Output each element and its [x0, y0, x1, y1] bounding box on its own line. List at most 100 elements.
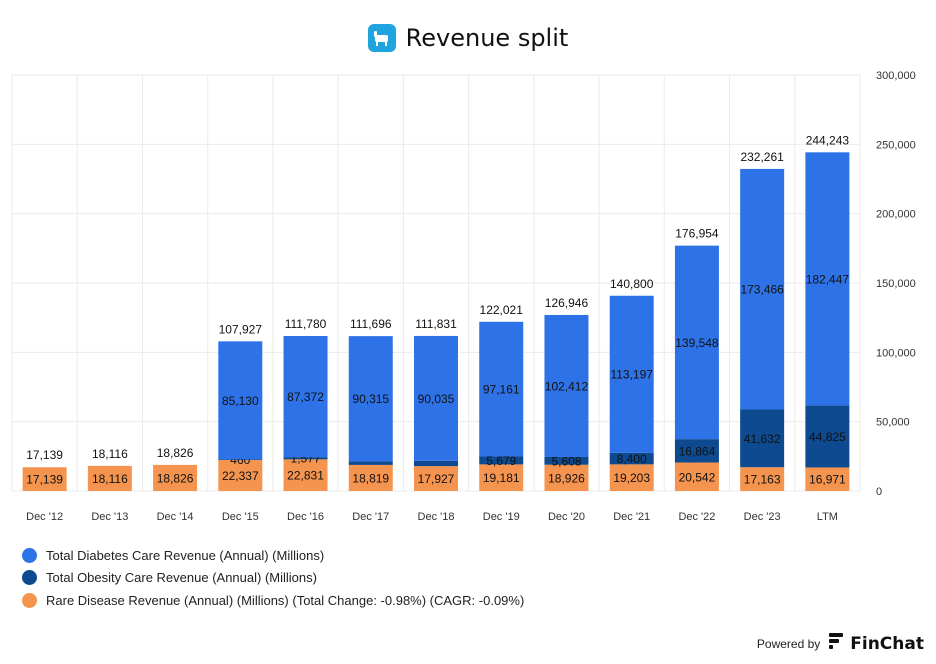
legend-label-rare: Rare Disease Revenue (Annual) (Millions)… — [46, 592, 525, 608]
bar-rare — [22, 467, 67, 491]
y-tick-label: 300,000 — [876, 70, 916, 82]
total-label: 18,826 — [157, 446, 194, 460]
bar-rare — [544, 464, 589, 491]
bar-diabetes — [348, 336, 393, 462]
bar-rare — [348, 464, 393, 491]
bar-diabetes — [414, 335, 458, 461]
bar-rare — [479, 464, 524, 491]
finchat-logo-icon — [828, 632, 844, 655]
total-label: 111,696 — [350, 317, 392, 331]
y-tick-label: 250,000 — [876, 139, 916, 151]
y-tick-label: 200,000 — [876, 209, 916, 221]
data-label-obesity: 44,825 — [809, 430, 846, 444]
footer-branding: Powered by FinChat — [757, 632, 924, 655]
data-label-diabetes: 90,315 — [352, 392, 389, 406]
bar-rare — [414, 466, 458, 491]
bar-diabetes — [805, 152, 850, 406]
bar-diabetes — [283, 335, 328, 458]
x-tick-label: Dec '16 — [287, 511, 324, 523]
bar-obesity — [805, 405, 850, 468]
x-tick-label: Dec '12 — [26, 511, 63, 523]
bar-obesity — [218, 459, 263, 461]
data-label-diabetes: 113,197 — [610, 368, 653, 382]
data-label-diabetes: 182,447 — [806, 272, 850, 286]
bar-obesity — [348, 461, 393, 465]
powered-by-text: Powered by — [756, 636, 821, 651]
data-label-diabetes: 173,466 — [740, 283, 784, 297]
bar-rare — [87, 465, 132, 491]
bar-diabetes — [544, 314, 589, 457]
legend-dot-diabetes — [22, 547, 37, 563]
legend-label-obesity: Total Obesity Care Revenue (Annual) (Mil… — [46, 570, 317, 586]
bar-obesity — [283, 457, 328, 460]
data-label-rare: 22,831 — [287, 469, 324, 483]
bar-rare — [218, 460, 263, 491]
total-label: 18,116 — [92, 447, 128, 461]
data-label-rare: 22,337 — [222, 469, 259, 483]
bar-diabetes — [479, 321, 524, 457]
data-label-rare: 18,826 — [157, 471, 194, 485]
legend-label-diabetes: Total Diabetes Care Revenue (Annual) (Mi… — [46, 547, 325, 563]
data-label-obesity: 16,864 — [679, 444, 716, 458]
total-label: 107,927 — [219, 322, 263, 336]
legend-item-diabetes[interactable]: Total Diabetes Care Revenue (Annual) (Mi… — [22, 544, 524, 567]
bar-obesity — [674, 439, 719, 463]
data-label-diabetes: 97,161 — [483, 383, 520, 397]
bar-obesity — [740, 409, 785, 468]
data-label-rare: 17,927 — [418, 472, 455, 486]
bar-obesity — [414, 460, 458, 467]
total-label: 111,831 — [415, 317, 457, 331]
data-label-rare: 18,116 — [92, 472, 128, 486]
chart-header: Revenue split — [0, 18, 936, 58]
x-tick-label: Dec '21 — [613, 511, 650, 523]
x-tick-label: Dec '23 — [744, 511, 781, 523]
x-tick-label: Dec '22 — [678, 511, 715, 523]
revenue-chart: 0 50,000 100,000 150,000 200,000 250,000 300,0… — [11, 70, 916, 523]
bar-rare — [674, 462, 719, 491]
x-tick-label: LTM — [817, 511, 838, 523]
data-label-rare: 18,819 — [352, 471, 389, 485]
bar-diabetes — [674, 245, 719, 440]
bar-diabetes — [609, 295, 654, 453]
y-tick-label: 0 — [876, 486, 882, 498]
data-label-obesity: 5,608 — [551, 454, 581, 468]
total-label: 126,946 — [545, 296, 589, 310]
data-label-diabetes: 87,372 — [287, 390, 324, 404]
data-label-diabetes: 102,412 — [545, 379, 589, 393]
data-label-obesity: 5,679 — [486, 454, 516, 468]
data-label-diabetes: 85,130 — [222, 394, 259, 408]
x-tick-label: Dec '18 — [418, 511, 455, 523]
y-tick-label: 100,000 — [876, 347, 916, 359]
finchat-brand[interactable]: FinChat — [850, 633, 924, 654]
bar-rare — [805, 467, 850, 491]
total-label: 122,021 — [480, 303, 524, 317]
x-tick-label: Dec '13 — [91, 511, 128, 523]
x-tick-label: Dec '17 — [352, 511, 389, 523]
bar-rare — [740, 467, 785, 491]
data-label-diabetes: 90,035 — [418, 392, 455, 406]
bar-obesity — [544, 456, 589, 465]
data-label-obesity: 8,400 — [617, 452, 647, 466]
total-label: 232,261 — [740, 150, 784, 164]
data-label-rare: 17,163 — [744, 473, 781, 487]
legend-item-rare[interactable]: Rare Disease Revenue (Annual) (Millions)… — [22, 589, 524, 612]
legend-item-obesity[interactable]: Total Obesity Care Revenue (Annual) (Mil… — [22, 567, 524, 590]
data-label-rare: 19,203 — [613, 471, 650, 485]
legend-dot-obesity — [22, 570, 37, 586]
data-label-rare: 19,181 — [483, 471, 520, 485]
data-label-rare: 17,139 — [26, 473, 63, 487]
x-tick-label: Dec '15 — [222, 511, 259, 523]
y-tick-label: 50,000 — [876, 417, 910, 429]
chart-legend: Total Diabetes Care Revenue (Annual) (Mi… — [22, 544, 524, 612]
data-label-diabetes: 139,548 — [675, 336, 719, 350]
bar-rare — [609, 464, 654, 491]
bar-diabetes — [218, 341, 263, 460]
bar-rare — [283, 459, 328, 491]
total-label: 111,780 — [285, 317, 327, 331]
data-label-rare: 18,926 — [548, 471, 585, 485]
x-tick-label: Dec '14 — [157, 511, 194, 523]
x-tick-label: Dec '20 — [548, 511, 585, 523]
legend-dot-rare — [22, 592, 37, 608]
company-logo-icon — [367, 24, 396, 52]
y-tick-label: 150,000 — [876, 278, 916, 290]
